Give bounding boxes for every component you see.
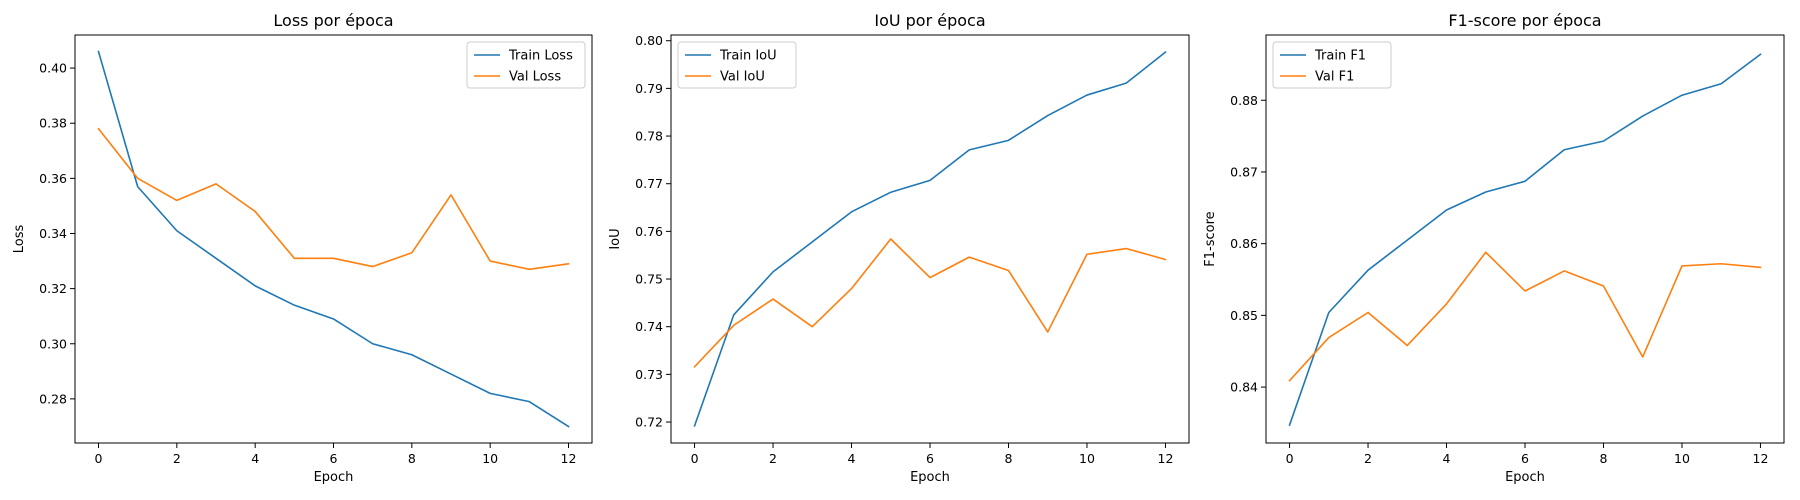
x-tick-label: 12 bbox=[561, 451, 577, 466]
legend: Train Loss Val Loss bbox=[466, 41, 586, 89]
y-tick-label: 0.32 bbox=[39, 281, 67, 296]
x-tick-label: 6 bbox=[926, 451, 934, 466]
x-tick-label: 0 bbox=[1286, 451, 1294, 466]
x-tick-label: 8 bbox=[408, 451, 416, 466]
x-tick-label: 6 bbox=[1521, 451, 1529, 466]
chart-panel-3: F1-score por época 0 2 4 6 8 10 12 0.84 0.85 0.86 0… bbox=[1203, 11, 1785, 485]
x-tick-label: 12 bbox=[1158, 451, 1174, 466]
plot-frame bbox=[1265, 34, 1785, 444]
x-axis-label: Epoch bbox=[910, 470, 950, 485]
y-tick-label: 0.77 bbox=[635, 176, 663, 191]
x-axis-label: Epoch bbox=[1505, 470, 1545, 485]
y-tick-label: 0.38 bbox=[39, 116, 67, 131]
y-tick-label: 0.80 bbox=[635, 33, 663, 48]
y-tick-label: 0.74 bbox=[635, 319, 663, 334]
x-tick-label: 2 bbox=[1364, 451, 1372, 466]
series-line-val bbox=[693, 238, 1167, 368]
y-tick-label: 0.75 bbox=[635, 272, 663, 287]
x-tick-label: 4 bbox=[848, 451, 856, 466]
series-line-val bbox=[1288, 251, 1762, 382]
x-axis-label: Epoch bbox=[314, 470, 354, 485]
y-axis-label: F1-score bbox=[1203, 211, 1218, 266]
x-tick-label: 10 bbox=[1079, 451, 1095, 466]
x-tick-label: 10 bbox=[1674, 451, 1690, 466]
series-line-train bbox=[97, 50, 570, 428]
plot-frame bbox=[74, 34, 593, 444]
x-tick-label: 8 bbox=[1600, 451, 1608, 466]
y-tick-label: 0.88 bbox=[1230, 93, 1258, 108]
x-tick-label: 6 bbox=[330, 451, 338, 466]
x-tick-label: 2 bbox=[769, 451, 777, 466]
y-axis-label: Loss bbox=[12, 225, 27, 254]
y-tick-label: 0.34 bbox=[39, 226, 67, 241]
x-tick-label: 0 bbox=[691, 451, 699, 466]
y-tick-label: 0.79 bbox=[635, 81, 663, 96]
x-tick-label: 2 bbox=[173, 451, 181, 466]
y-tick-label: 0.87 bbox=[1230, 164, 1258, 179]
y-tick-label: 0.86 bbox=[1230, 236, 1258, 251]
y-tick-label: 0.84 bbox=[1230, 380, 1258, 395]
x-tick-label: 4 bbox=[1443, 451, 1451, 466]
x-tick-label: 12 bbox=[1753, 451, 1769, 466]
y-tick-label: 0.76 bbox=[635, 224, 663, 239]
series-line-val bbox=[97, 127, 570, 271]
chart-title: F1-score por época bbox=[1448, 11, 1601, 30]
y-tick-label: 0.30 bbox=[39, 336, 67, 351]
chart-panel-2: IoU por época 0 2 4 6 8 10 12 0.72 0.73 0.74 0.75 0.… bbox=[608, 11, 1190, 485]
x-tick-label: 8 bbox=[1005, 451, 1013, 466]
chart-title: IoU por época bbox=[874, 11, 985, 30]
x-tick-label: 0 bbox=[95, 451, 103, 466]
legend-entry: Val F1 bbox=[1315, 70, 1354, 85]
legend-entry: Val Loss bbox=[509, 70, 561, 85]
y-tick-label: 0.72 bbox=[635, 415, 663, 430]
y-tick-label: 0.28 bbox=[39, 391, 67, 406]
y-axis-label: IoU bbox=[608, 228, 623, 249]
plot-frame bbox=[670, 34, 1190, 444]
chart-title: Loss por época bbox=[273, 11, 393, 30]
y-tick-label: 0.73 bbox=[635, 367, 663, 382]
x-tick-label: 10 bbox=[482, 451, 498, 466]
y-tick-label: 0.40 bbox=[39, 61, 67, 76]
series-line-train bbox=[693, 51, 1167, 427]
legend: Train IoU Val IoU bbox=[677, 41, 797, 89]
y-tick-label: 0.36 bbox=[39, 171, 67, 186]
x-tick-label: 4 bbox=[251, 451, 259, 466]
legend-entry: Train F1 bbox=[1314, 49, 1366, 64]
chart-panel-1: Loss por época 0 2 4 6 8 10 12 0.28 0.30 0.32 0.34 0… bbox=[12, 11, 593, 485]
y-tick-label: 0.78 bbox=[635, 129, 663, 144]
y-tick-label: 0.85 bbox=[1230, 308, 1258, 323]
legend-entry: Val IoU bbox=[720, 70, 765, 85]
legend-entry: Train IoU bbox=[719, 49, 777, 64]
series-line-train bbox=[1288, 53, 1762, 427]
legend-entry: Train Loss bbox=[508, 49, 573, 64]
legend: Train F1 Val F1 bbox=[1272, 41, 1392, 89]
